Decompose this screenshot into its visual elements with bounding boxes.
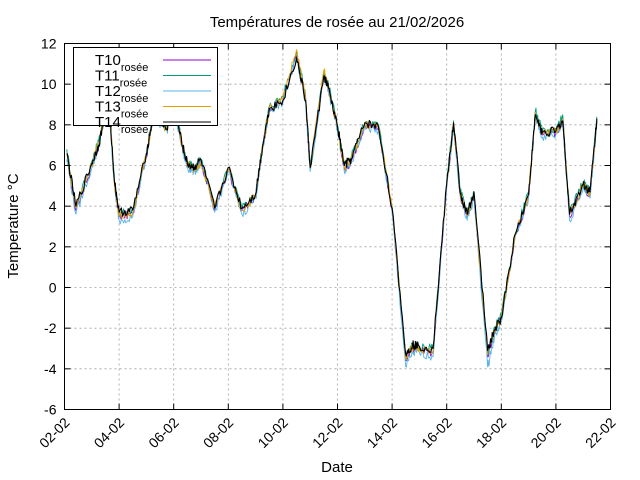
legend-label-t12: T12rosée: [95, 83, 148, 105]
x-tick-label: 10-02: [254, 414, 291, 451]
x-tick-label: 08-02: [200, 414, 237, 451]
y-tick-label: 12: [41, 36, 57, 52]
x-axis-title: Date: [321, 459, 353, 476]
series-layer: [66, 49, 598, 368]
x-tick-label: 18-02: [473, 414, 510, 451]
y-tick-label: 6: [49, 158, 57, 174]
legend-label-t14: T14rosée: [95, 114, 148, 136]
x-tick-label: 04-02: [91, 414, 128, 451]
chart-title: Températures de rosée au 21/02/2026: [210, 14, 464, 31]
y-tick-label: 10: [41, 76, 57, 92]
series-line-t14: [66, 57, 598, 357]
x-tick-label: 06-02: [145, 414, 182, 451]
y-tick-label: -6: [44, 402, 57, 418]
y-tick-label: -2: [44, 320, 57, 336]
y-axis-title: Temperature °C: [5, 173, 22, 278]
legend-label-t13: T13rosée: [95, 99, 148, 121]
legend-label-t11: T11rosée: [95, 68, 147, 90]
x-tick-label: 12-02: [309, 414, 346, 451]
x-tick-label: 02-02: [36, 414, 73, 451]
x-tick-label: 20-02: [527, 414, 564, 451]
y-tick-label: 2: [49, 239, 57, 255]
x-tick-label: 22-02: [582, 414, 619, 451]
y-tick-label: 4: [49, 198, 57, 214]
legend-label-t10: T10rosée: [95, 52, 148, 74]
y-tick-label: -4: [44, 361, 57, 377]
y-axis: -6 -4 -2 0 2 4 6 8 10 12: [41, 36, 611, 418]
x-tick-label: 16-02: [418, 414, 455, 451]
y-tick-label: 0: [49, 280, 57, 296]
y-tick-label: 8: [49, 117, 57, 133]
x-tick-label: 14-02: [364, 414, 401, 451]
